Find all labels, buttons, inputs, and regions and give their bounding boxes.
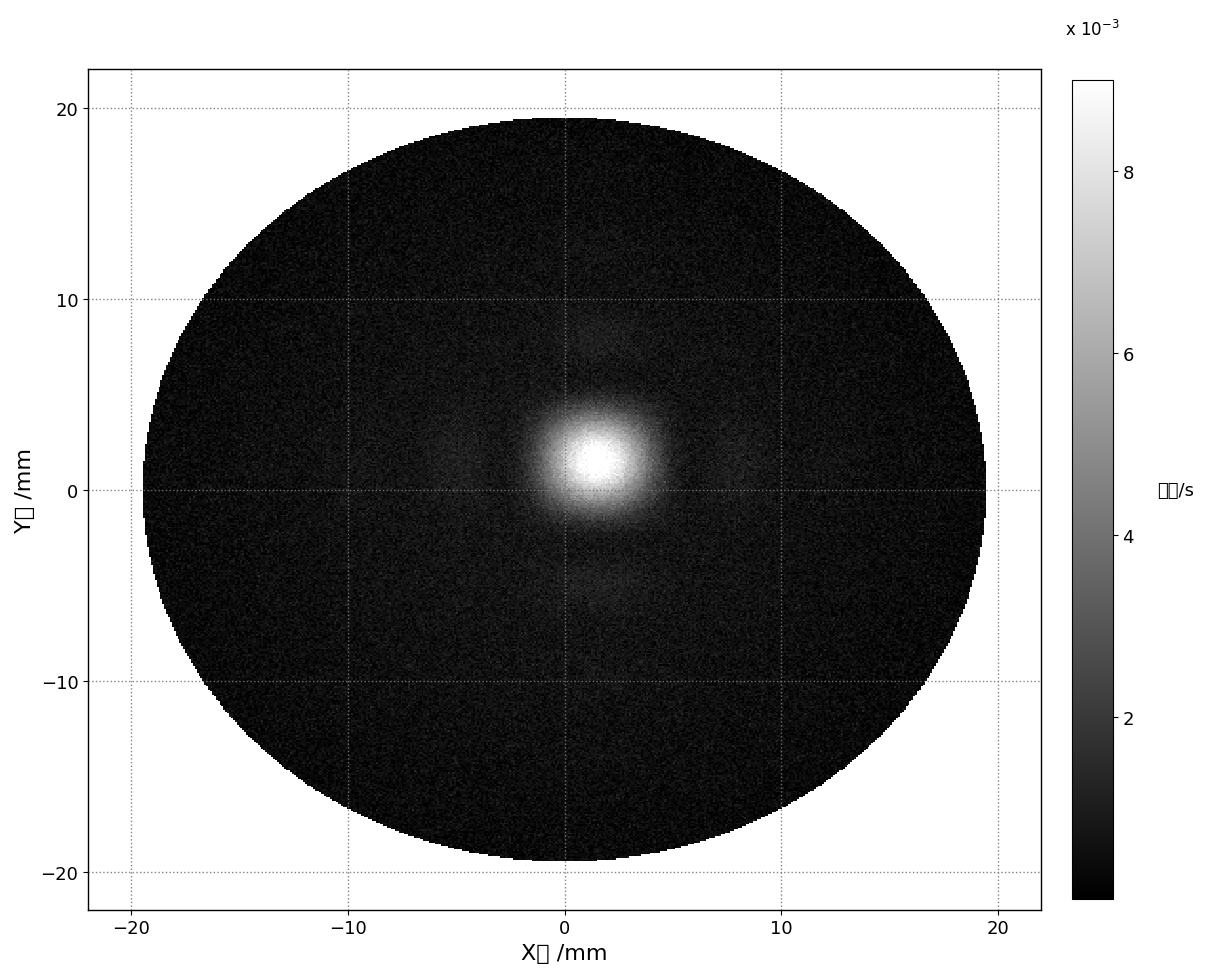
Y-axis label: Y向 /mm: Y向 /mm — [15, 448, 35, 533]
X-axis label: X向 /mm: X向 /mm — [521, 943, 608, 963]
Text: x 10$^{-3}$: x 10$^{-3}$ — [1065, 20, 1120, 40]
Y-axis label: 波长/s: 波长/s — [1157, 481, 1194, 499]
